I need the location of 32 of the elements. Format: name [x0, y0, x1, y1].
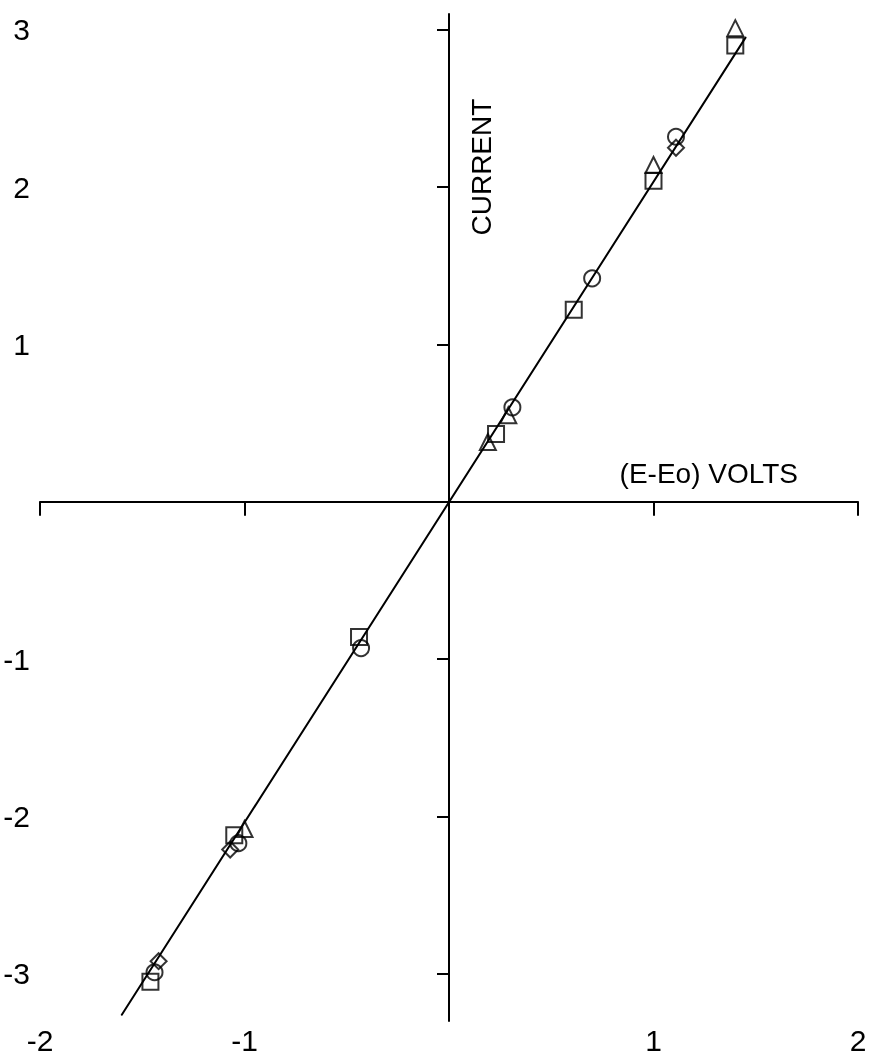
y-tick-label: -3: [3, 957, 30, 991]
x-tick-label: -1: [231, 1023, 258, 1055]
x-axis-title: (E-Eo) VOLTS: [619, 458, 798, 490]
point: [487, 425, 506, 444]
y-tick-label: -2: [3, 799, 30, 833]
point: [235, 820, 254, 839]
point: [350, 628, 369, 647]
point: [583, 269, 602, 288]
point: [225, 826, 244, 845]
point: [478, 432, 497, 451]
point: [726, 36, 745, 55]
point: [644, 156, 663, 175]
point: [726, 19, 745, 38]
point: [503, 398, 522, 417]
point: [499, 406, 518, 425]
x-tick-label: 1: [645, 1023, 662, 1055]
x-tick-label: 2: [849, 1023, 867, 1055]
point: [667, 127, 685, 146]
point: [666, 138, 685, 157]
point: [229, 834, 248, 853]
point: [145, 963, 164, 982]
point: [221, 840, 240, 859]
point: [644, 171, 663, 190]
y-tick-label: 2: [13, 170, 30, 204]
point: [141, 972, 160, 991]
y-tick-label: 3: [13, 13, 30, 47]
point: [149, 952, 168, 971]
y-tick-label: -1: [3, 642, 30, 676]
y-tick-label: 1: [13, 327, 30, 361]
point: [352, 639, 371, 658]
y-axis-title: CURRENT: [465, 98, 497, 236]
point: [564, 300, 583, 319]
